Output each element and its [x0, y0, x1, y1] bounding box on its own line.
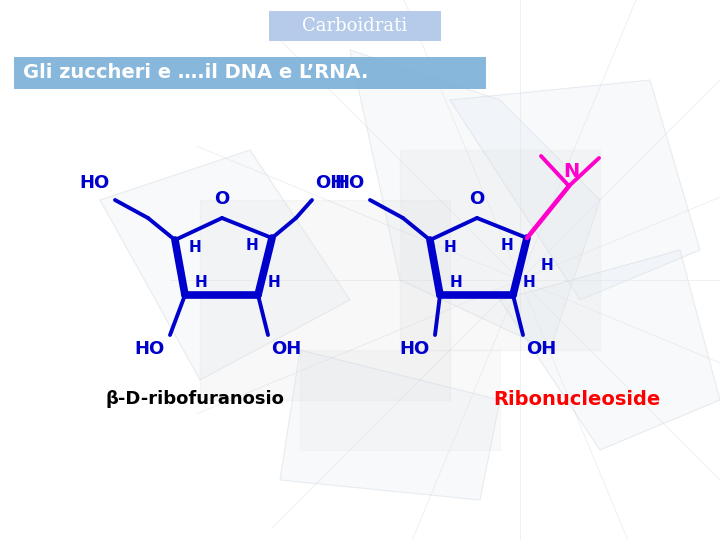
Polygon shape: [400, 150, 600, 350]
Polygon shape: [280, 350, 500, 500]
Text: H: H: [450, 275, 463, 290]
FancyBboxPatch shape: [14, 57, 486, 89]
Text: OH: OH: [271, 340, 301, 358]
Polygon shape: [350, 50, 600, 350]
Text: HO: HO: [335, 174, 365, 192]
Text: H: H: [246, 239, 258, 253]
Text: H: H: [523, 275, 536, 290]
Text: O: O: [215, 190, 230, 208]
Polygon shape: [450, 80, 700, 300]
Text: N: N: [563, 162, 579, 181]
Text: H: H: [195, 275, 208, 290]
Text: Gli zuccheri e ….il DNA e L’RNA.: Gli zuccheri e ….il DNA e L’RNA.: [23, 64, 369, 83]
Text: β-D-ribofuranosio: β-D-ribofuranosio: [106, 390, 284, 408]
Text: HO: HO: [135, 340, 165, 358]
Text: H: H: [541, 258, 554, 273]
Text: H: H: [189, 240, 202, 255]
Text: H: H: [444, 240, 456, 255]
Text: OH: OH: [526, 340, 557, 358]
Text: HO: HO: [400, 340, 430, 358]
Polygon shape: [200, 200, 450, 400]
Text: Carboidrati: Carboidrati: [302, 17, 408, 35]
Polygon shape: [500, 250, 720, 450]
Polygon shape: [300, 350, 500, 450]
Text: H: H: [268, 275, 281, 290]
Text: H: H: [500, 239, 513, 253]
Text: OH: OH: [315, 174, 346, 192]
FancyBboxPatch shape: [269, 11, 441, 41]
Polygon shape: [100, 150, 350, 380]
Text: HO: HO: [80, 174, 110, 192]
Text: O: O: [469, 190, 485, 208]
Text: Ribonucleoside: Ribonucleoside: [493, 390, 661, 409]
